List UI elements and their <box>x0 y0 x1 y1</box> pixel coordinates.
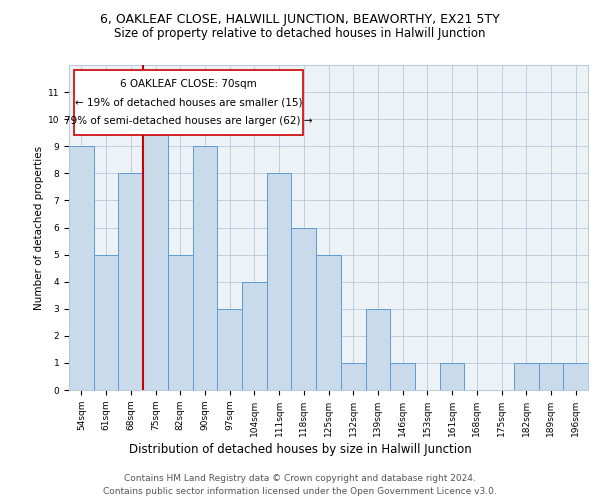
Bar <box>267 174 292 390</box>
Y-axis label: Number of detached properties: Number of detached properties <box>34 146 44 310</box>
Bar <box>242 282 267 390</box>
Bar <box>193 146 217 390</box>
Bar <box>563 363 588 390</box>
Bar <box>440 363 464 390</box>
Bar <box>168 254 193 390</box>
Bar <box>365 308 390 390</box>
Text: Size of property relative to detached houses in Halwill Junction: Size of property relative to detached ho… <box>114 28 486 40</box>
Text: 6 OAKLEAF CLOSE: 70sqm: 6 OAKLEAF CLOSE: 70sqm <box>120 79 257 89</box>
Bar <box>143 119 168 390</box>
FancyBboxPatch shape <box>74 70 302 135</box>
Bar <box>390 363 415 390</box>
Text: Contains HM Land Registry data © Crown copyright and database right 2024.: Contains HM Land Registry data © Crown c… <box>124 474 476 483</box>
Bar <box>217 308 242 390</box>
Bar <box>514 363 539 390</box>
Bar <box>118 174 143 390</box>
Text: Contains public sector information licensed under the Open Government Licence v3: Contains public sector information licen… <box>103 488 497 496</box>
Bar <box>341 363 365 390</box>
Text: 79% of semi-detached houses are larger (62) →: 79% of semi-detached houses are larger (… <box>64 116 313 126</box>
Bar <box>539 363 563 390</box>
Bar <box>316 254 341 390</box>
Bar <box>94 254 118 390</box>
Text: Distribution of detached houses by size in Halwill Junction: Distribution of detached houses by size … <box>128 442 472 456</box>
Text: 6, OAKLEAF CLOSE, HALWILL JUNCTION, BEAWORTHY, EX21 5TY: 6, OAKLEAF CLOSE, HALWILL JUNCTION, BEAW… <box>100 12 500 26</box>
Bar <box>69 146 94 390</box>
Text: ← 19% of detached houses are smaller (15): ← 19% of detached houses are smaller (15… <box>74 98 302 108</box>
Bar <box>292 228 316 390</box>
